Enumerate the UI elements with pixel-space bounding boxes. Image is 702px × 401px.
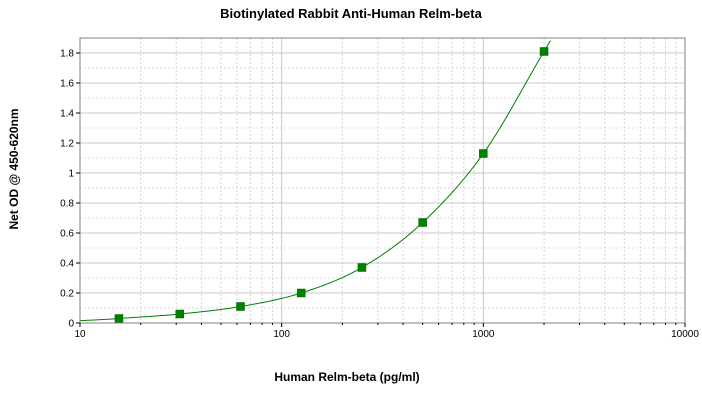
chart-title: Biotinylated Rabbit Anti-Human Relm-beta bbox=[220, 6, 482, 21]
data-point bbox=[175, 309, 185, 319]
data-point bbox=[357, 263, 367, 272]
data-point bbox=[236, 302, 245, 311]
data-points bbox=[114, 47, 549, 323]
data-point bbox=[418, 218, 427, 227]
y-tick-label: 0.2 bbox=[60, 289, 74, 300]
x-tick-label: 100 bbox=[273, 329, 290, 340]
fit-curve-group bbox=[79, 40, 551, 322]
data-point bbox=[479, 149, 488, 158]
y-axis-ticks: 0 0.2 0.4 0.6 0.8 1 1.2 1.4 1.6 1.8 bbox=[60, 49, 80, 330]
x-tick-label: 1000 bbox=[472, 329, 495, 340]
data-point bbox=[296, 288, 306, 298]
x-tick-label: 10000 bbox=[671, 329, 699, 340]
y-axis-label: Net OD @ 450-620nm bbox=[7, 108, 21, 229]
y-tick-label: 0 bbox=[68, 319, 74, 330]
y-tick-label: 0.4 bbox=[60, 259, 74, 270]
data-point bbox=[539, 47, 549, 56]
y-tick-label: 0.6 bbox=[60, 229, 74, 240]
grid bbox=[79, 38, 685, 323]
y-tick-label: 1 bbox=[68, 169, 74, 180]
data-point bbox=[114, 314, 124, 323]
fit-curve bbox=[79, 40, 551, 322]
y-tick-label: 1.8 bbox=[60, 49, 74, 60]
x-axis-label: Human Relm-beta (pg/ml) bbox=[274, 370, 419, 384]
y-tick-label: 0.8 bbox=[60, 199, 74, 210]
x-axis-ticks: 10 100 1000 10000 bbox=[74, 323, 699, 340]
y-tick-label: 1.2 bbox=[60, 139, 74, 150]
y-tick-label: 1.6 bbox=[60, 79, 74, 90]
y-tick-label: 1.4 bbox=[60, 109, 74, 120]
plot-area bbox=[79, 37, 686, 324]
x-tick-label: 10 bbox=[74, 329, 86, 340]
